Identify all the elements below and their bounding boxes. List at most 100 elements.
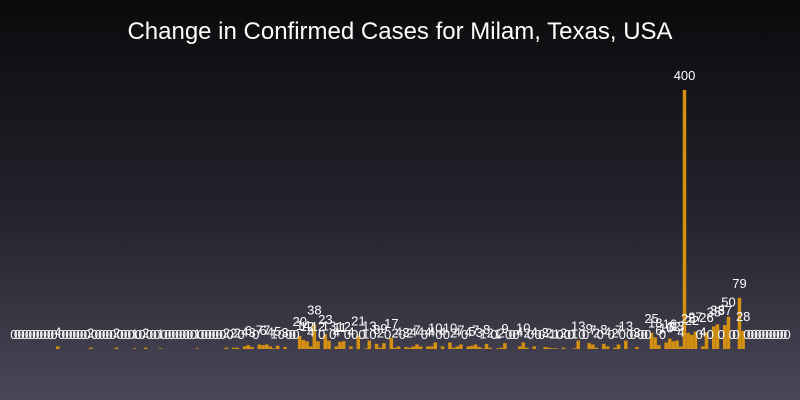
bar [470,345,474,349]
data-label: 25 [681,311,695,326]
data-label: 0 [769,327,776,342]
data-label: 0 [76,327,83,342]
data-label: 1 [362,326,369,341]
bar [158,348,163,349]
bar [712,326,716,349]
data-label: 4 [465,324,472,339]
bar [723,325,727,349]
data-label: 0 [538,327,545,342]
data-label: 4 [699,324,706,339]
bar [418,346,423,349]
bar [613,347,617,349]
data-label: 0 [138,327,145,342]
data-label: 2 [523,326,530,341]
data-label: 12 [666,319,680,334]
data-label: 0 [153,327,160,342]
data-label: 0 [358,327,365,342]
data-label: 1 [193,326,200,341]
data-label: 0 [644,327,651,342]
data-label: 0 [729,327,736,342]
data-label: 16 [663,317,677,332]
data-label: 0 [285,327,292,342]
data-label: 0 [747,327,754,342]
data-label: 1 [479,326,486,341]
data-label: 0 [149,327,156,342]
bar [466,346,470,349]
data-label: 1 [571,326,578,341]
bar [682,90,687,349]
data-label: 4 [267,324,274,339]
data-label: 0 [696,327,703,342]
data-label: 0 [237,327,244,342]
bar [503,343,507,349]
bar [349,346,353,349]
data-label: 13 [670,319,684,334]
bar [316,341,320,349]
data-label: 12 [336,319,350,334]
data-label: 0 [509,327,516,342]
bar [382,343,386,349]
data-label: 0 [630,327,637,342]
data-label: 0 [10,327,17,342]
data-label: 2 [593,326,600,341]
data-label: 0 [117,327,124,342]
data-label: 0 [208,327,215,342]
bar [653,337,657,349]
data-label: 0 [40,327,47,342]
data-label: 0 [707,327,714,342]
bar [594,347,599,349]
data-label: 0 [80,327,87,342]
data-label: 0 [421,327,428,342]
bar [440,346,445,349]
bar [143,347,148,349]
bar [690,334,694,349]
data-label: 2 [87,326,94,341]
data-label: 38 [307,302,321,317]
data-label: 2 [142,326,149,341]
data-label: 0 [765,327,772,342]
data-label: 0 [637,327,644,342]
bar [741,330,745,349]
bar [114,347,119,349]
bar [297,336,302,349]
bar [550,348,555,349]
data-label: 22 [685,313,699,328]
data-label: 0 [762,327,769,342]
data-label: 400 [674,68,696,83]
bar [543,347,547,349]
data-label: 5 [468,324,475,339]
data-label: 2 [406,326,413,341]
data-label: 18 [648,315,662,330]
data-label: 21 [351,313,365,328]
data-label: 4 [428,324,435,339]
data-label: 0 [32,327,39,342]
data-label: 0 [164,327,171,342]
bar [305,341,309,349]
data-label: 8 [373,322,380,337]
data-label: 0 [252,327,259,342]
data-label: 9 [586,321,593,336]
data-label: 0 [443,327,450,342]
bar [484,343,489,349]
bar [426,346,430,349]
bar [301,339,306,350]
data-label: 0 [619,327,626,342]
data-label: 38 [710,302,724,317]
data-label: 0 [490,327,497,342]
data-label: 0 [36,327,43,342]
data-label: 3 [281,325,288,340]
data-label: 6 [655,323,662,338]
data-label: 0 [369,327,376,342]
bar [363,348,368,349]
bar [308,346,313,349]
bar [576,340,580,349]
data-label: 0 [182,327,189,342]
data-label: 7 [615,322,622,337]
data-label: 5 [274,324,281,339]
bar [455,346,459,349]
data-label: 27 [688,310,702,325]
data-label: 0 [219,327,226,342]
data-label: 4 [54,324,61,339]
data-label: 0 [186,327,193,342]
data-label: 0 [73,327,80,342]
